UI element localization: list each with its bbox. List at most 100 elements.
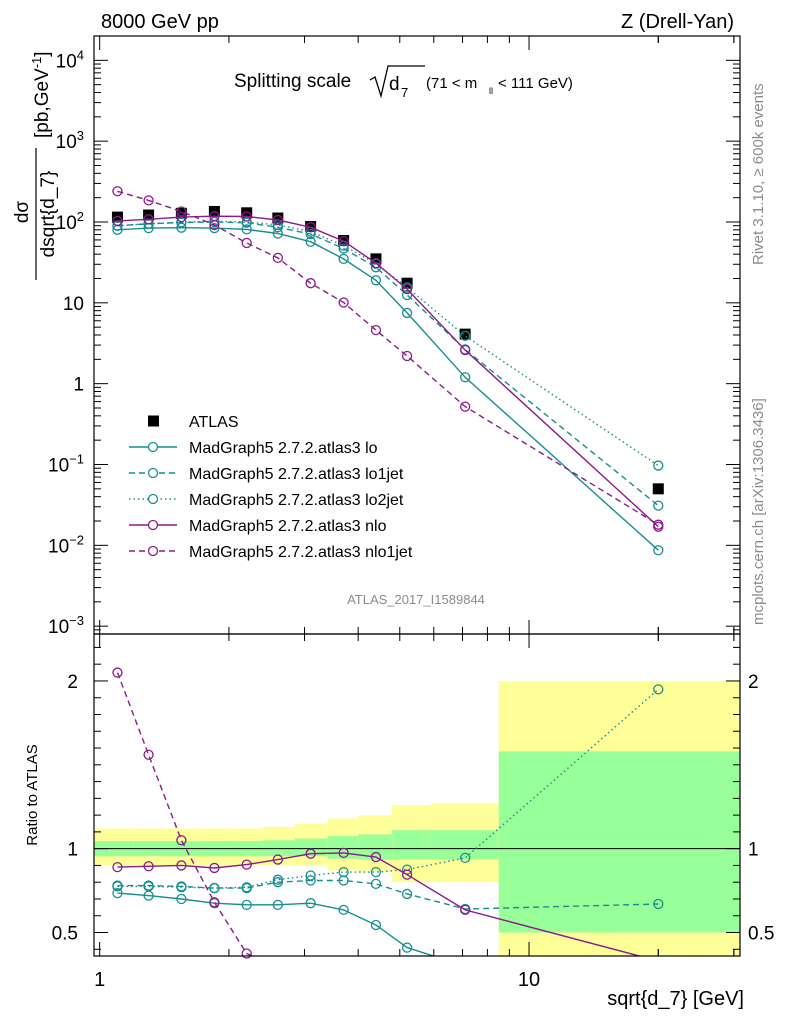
legend-marker-5 (147, 545, 159, 557)
xtick-label: 10 (518, 969, 540, 991)
main-series-marker-4 (338, 235, 349, 247)
ytick-label-main: 10−2 (48, 532, 84, 557)
ratio-series-marker-3 (305, 848, 316, 859)
legend-marker-4 (147, 519, 159, 531)
band-inner-6 (294, 838, 328, 857)
legend-label-0: ATLAS (189, 414, 239, 431)
main-series-line-3 (117, 220, 659, 467)
ratio-series-marker-1 (401, 888, 413, 900)
ratio-series-marker-3 (143, 861, 154, 872)
main-series-marker-4 (272, 214, 283, 226)
ratio-series-marker-0 (112, 887, 123, 899)
mcplots-label: mcplots.cern.ch [arXiv:1306.3436] (750, 398, 767, 625)
ratio-series-marker-0 (176, 893, 187, 905)
ratio-series-marker-3 (338, 847, 349, 859)
ratio-series-marker-2 (653, 684, 664, 695)
ratio-series-marker-0 (305, 898, 316, 909)
ytick-label-ratio-left: 2 (67, 672, 78, 693)
main-series-marker-5 (338, 297, 349, 308)
xtick-label: 1 (94, 969, 105, 991)
legend-marker-2 (147, 467, 159, 479)
main-series-marker-5 (176, 206, 187, 217)
main-series-marker-1 (460, 372, 471, 383)
legend-marker-1 (147, 441, 159, 453)
ytick-label-main: 10−1 (48, 451, 84, 476)
plot-title-prefix: Splitting scale (234, 71, 351, 92)
ratio-series-marker-1 (370, 878, 382, 890)
main-series-marker-5 (460, 401, 471, 412)
main-series-marker-4 (176, 211, 187, 223)
main-series-marker-5 (241, 237, 252, 249)
ratio-series-marker-2 (176, 882, 187, 893)
ytick-label-base: 10 (56, 213, 77, 234)
ratio-series-marker-2 (460, 852, 471, 864)
ratio-series-line-3 (117, 852, 643, 956)
main-series-line-5 (117, 190, 659, 526)
ytick-label-exponent: 2 (77, 209, 84, 224)
ytick-label-base: 10 (48, 455, 69, 476)
ratio-series-layer (112, 667, 664, 959)
main-series-marker-1 (338, 253, 349, 265)
atlas-point (175, 207, 187, 219)
ytick-label-main: 10 (63, 294, 84, 315)
ratio-series-line-1 (117, 879, 659, 910)
ratio-series-marker-1 (653, 898, 664, 910)
main-series-marker-4 (112, 215, 123, 227)
ratio-series-marker-2 (305, 870, 316, 881)
band-inner-10 (430, 830, 499, 860)
xlabel: sqrt{d_7} [GeV] (607, 988, 744, 1010)
ytick-label-main: 102 (56, 209, 84, 234)
main-series-marker-3 (112, 220, 123, 231)
main-series-marker-1 (653, 545, 664, 556)
main-series-marker-5 (209, 219, 220, 231)
atlas-point (459, 328, 471, 340)
ytick-label-exponent: 3 (77, 128, 84, 143)
ratio-series-marker-3 (241, 859, 252, 870)
legend-label-3: MadGraph5 2.7.2.atlas3 lo2jet (189, 492, 404, 509)
main-series-marker-3 (460, 330, 471, 342)
main-series-marker-4 (460, 344, 471, 356)
main-series-marker-5 (401, 350, 413, 362)
ratio-series-marker-0 (338, 904, 349, 916)
main-series-layer (111, 186, 664, 556)
ylabel-denominator: dsqrt{d_7} (38, 171, 59, 258)
plot-title-symbol: d (389, 74, 400, 95)
ratio-series-marker-3 (176, 860, 187, 871)
atlas-point (272, 212, 284, 224)
ratio-series-marker-3 (272, 854, 283, 865)
ratio-series-marker-3 (460, 904, 471, 916)
ytick-label-main: 10−3 (48, 613, 84, 638)
legend-label-1: MadGraph5 2.7.2.atlas3 lo (189, 440, 378, 457)
main-series-marker-1 (241, 224, 252, 235)
ytick-label-base: 10 (56, 51, 77, 72)
main-series-marker-5 (143, 195, 154, 206)
main-series-line-2 (117, 221, 659, 507)
ratio-series-marker-1 (272, 877, 283, 888)
ytick-label-base: 10 (63, 294, 84, 315)
main-series-marker-5 (653, 519, 664, 530)
ratio-series-marker-3 (112, 861, 123, 873)
ytick-label-base: 10 (56, 132, 77, 153)
analysis-watermark: ATLAS_2017_I1589844 (347, 592, 485, 607)
ytick-label-exponent: 4 (77, 47, 84, 62)
ratio-series-marker-2 (241, 882, 252, 893)
ratio-series-line-4 (116, 672, 255, 956)
ratio-series-marker-2 (338, 866, 349, 878)
ytick-label-base: 10 (48, 617, 69, 638)
ylabel-units-close: ] (32, 51, 53, 56)
main-series-marker-3 (241, 216, 252, 228)
main-series-marker-4 (305, 222, 316, 233)
ratio-series-marker-0 (370, 919, 382, 931)
atlas-point (652, 483, 664, 495)
main-series-marker-3 (176, 217, 187, 228)
ratio-series-marker-2 (112, 881, 123, 892)
ytick-label-main: 103 (56, 128, 84, 153)
ylabel-units: [pb,GeV-1] (29, 51, 53, 138)
ytick-label-exponent: −1 (69, 451, 84, 466)
band-inner-7 (327, 836, 359, 859)
main-series-marker-2 (401, 289, 413, 301)
ratio-ylabel: Ratio to ATLAS (24, 744, 41, 845)
ytick-label-exponent: −3 (69, 613, 84, 628)
atlas-point (241, 207, 253, 219)
